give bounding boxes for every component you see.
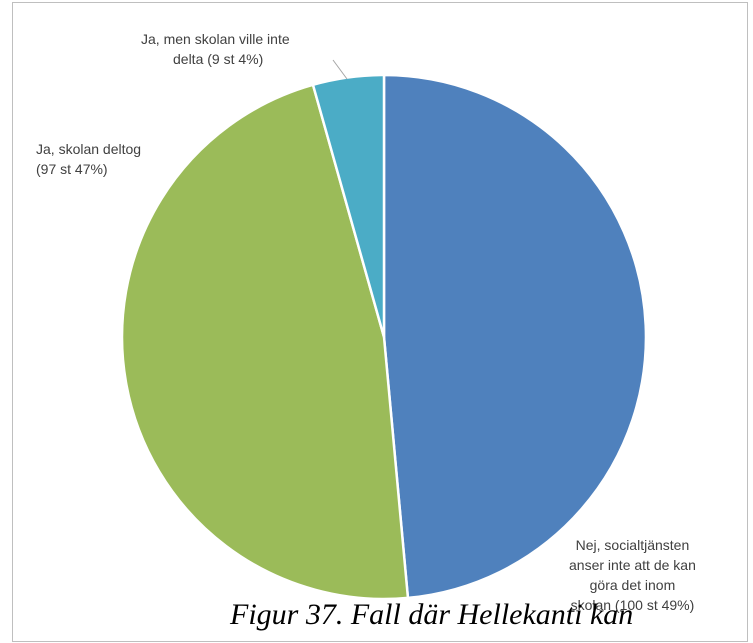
slice-label-line: delta (9 st 4%) bbox=[173, 51, 264, 67]
chart-frame: Ja, men skolan ville inte delta (9 st 4%… bbox=[12, 2, 748, 642]
figure-caption: Figur 37. Fall där Hellekanti kan bbox=[230, 598, 634, 631]
slice-label-line: Nej, socialtjänsten bbox=[575, 537, 690, 553]
slice-label-ja-men-skolan-ville-inte: Ja, men skolan ville inte delta (9 st 4%… bbox=[141, 29, 290, 69]
slice-label-line: göra det inom bbox=[589, 577, 676, 593]
leader-line bbox=[332, 59, 348, 80]
slice-label-ja-skolan-deltog: Ja, skolan deltog (97 st 47%) bbox=[36, 139, 141, 179]
slice-label-line: (97 st 47%) bbox=[36, 161, 108, 177]
slice-label-nej-socialtjansten: Nej, socialtjänsten anser inte att de ka… bbox=[569, 535, 696, 615]
slice-label-line: Ja, skolan deltog bbox=[36, 141, 142, 157]
slice-label-line: skolan (100 st 49%) bbox=[570, 597, 695, 613]
pie-slice-nej bbox=[382, 73, 648, 600]
pie-chart bbox=[120, 59, 648, 601]
pie-slice-ja-skolan-deltog bbox=[120, 83, 410, 601]
slice-label-line: anser inte att de kan bbox=[569, 557, 696, 573]
pie-slice-ja-men-skolan-ville-inte bbox=[311, 73, 386, 338]
slice-label-line: Ja, men skolan ville inte bbox=[141, 31, 290, 47]
